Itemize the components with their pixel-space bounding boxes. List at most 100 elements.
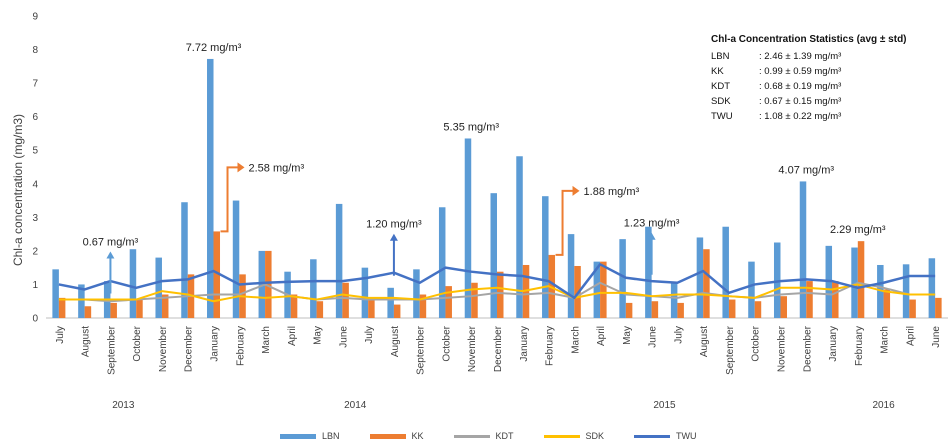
annotation-arrow [555,189,575,256]
bar-kk [857,241,865,318]
bar-lbn [567,234,575,318]
x-tick-label: August [390,326,401,357]
annotation-label: 4.07 mg/m³ [778,164,834,176]
bar-lbn [593,261,601,318]
bar-lbn [670,281,678,318]
x-tick-label: May [622,326,633,345]
bar-lbn [696,237,704,318]
year-label: 2016 [872,400,895,411]
legend-swatch [634,434,671,438]
x-tick-label: September [106,325,117,375]
x-tick-label: July [673,326,684,344]
legend-item-twu: TWU [634,431,697,441]
legend-label: LBN [322,431,340,441]
x-tick-label: July [364,326,375,344]
lines-group [58,263,936,303]
bar-lbn [258,250,266,318]
annotation-arrowhead [572,185,580,196]
x-tick-label: August [81,326,92,357]
bar-kk [84,306,92,318]
x-tick-label: December [493,325,504,372]
bar-kk [213,231,221,318]
bar-kk [110,302,117,318]
annotation-label: 5.35 mg/m³ [443,121,499,133]
legend-label: SDK [585,431,605,441]
y-tick-label: 4 [32,179,38,190]
bar-lbn [464,138,472,318]
x-tick-label: December [802,325,813,372]
legend-swatch [453,434,490,438]
bar-kk [497,271,504,318]
bar-kk [625,302,633,318]
x-tick-label: January [210,326,221,362]
y-tick-label: 9 [32,12,38,23]
bar-kk [161,294,169,318]
stats-site-code: KK [711,66,724,77]
x-tick-label: March [880,326,891,354]
line-sdk [58,283,936,303]
y-tick-label: 1 [32,280,38,291]
bar-kk [832,281,839,318]
legend-swatch [543,434,580,438]
year-label: 2014 [344,400,367,411]
bar-lbn [542,196,549,318]
x-tick-label: March [261,326,272,354]
bar-kk [316,301,324,318]
stats-title: Chl-a Concentration Statistics (avg ± st… [711,34,907,45]
annotation-arrowhead [389,233,398,241]
annotations-group: 0.67 mg/m³ 7.72 mg/m³ 2.58 mg/m³ 1.20 mg/m³… [83,42,886,294]
x-tick-label: March [570,326,581,354]
bar-kk [754,301,762,318]
stats-site-value: : 0.68 ± 0.19 mg/m³ [759,81,842,92]
bar-kk [883,289,891,318]
stats-site-value: : 0.99 ± 0.59 mg/m³ [759,66,842,77]
bar-lbn [748,261,755,318]
bar-lbn [645,226,652,318]
stats-row: LBN : 2.46 ± 1.39 mg/m³ [711,49,943,64]
x-tick-label: April [905,326,916,346]
bar-kk [806,281,813,318]
bar-kk [651,301,659,318]
bar-kk [290,294,298,318]
bar-lbn [232,200,240,318]
y-tick-label: 2 [32,246,38,257]
bar-lbn [773,242,781,318]
stats-site-code: TWU [711,111,733,122]
bar-kk [368,299,375,318]
bar-lbn [516,156,523,318]
annotation-arrowhead [106,251,115,259]
stats-row: KK : 0.99 ± 0.59 mg/m³ [711,64,943,79]
x-tick-label: November [776,325,787,372]
bar-kk [136,299,143,318]
x-tick-label: June [338,326,349,348]
stats-site-value: : 0.67 ± 0.15 mg/m³ [759,96,842,107]
stats-panel: Chl-a Concentration Statistics (avg ± st… [711,34,943,124]
annotation-label: 1.88 mg/m³ [584,186,640,198]
legend-item-lbn: LBN [280,431,340,441]
stats-site-code: LBN [711,51,730,62]
stats-row: TWU : 1.08 ± 0.22 mg/m³ [711,109,943,124]
x-tick-label: October [751,325,762,361]
y-tick-label: 7 [32,79,38,90]
bar-kk [471,282,478,318]
bar-lbn [181,202,188,318]
legend-item-kdt: KDT [453,431,514,441]
x-tick-label: January [828,326,839,362]
y-tick-label: 3 [32,213,38,224]
bar-lbn [155,257,162,318]
year-label: 2013 [112,400,135,411]
annotation-label: 7.72 mg/m³ [186,42,242,54]
legend-swatch [369,433,406,439]
x-tick-label: April [596,326,607,346]
x-tick-label: January [519,326,530,362]
x-tick-label: October [132,325,143,361]
bar-lbn [413,269,420,318]
x-tick-label: May [313,326,324,345]
x-tick-label: February [235,326,246,366]
bar-lbn [207,58,214,318]
legend-item-kk: KK [369,431,424,441]
bar-kk [728,299,736,318]
bar-lbn [335,203,343,318]
legend-swatch [280,433,316,439]
